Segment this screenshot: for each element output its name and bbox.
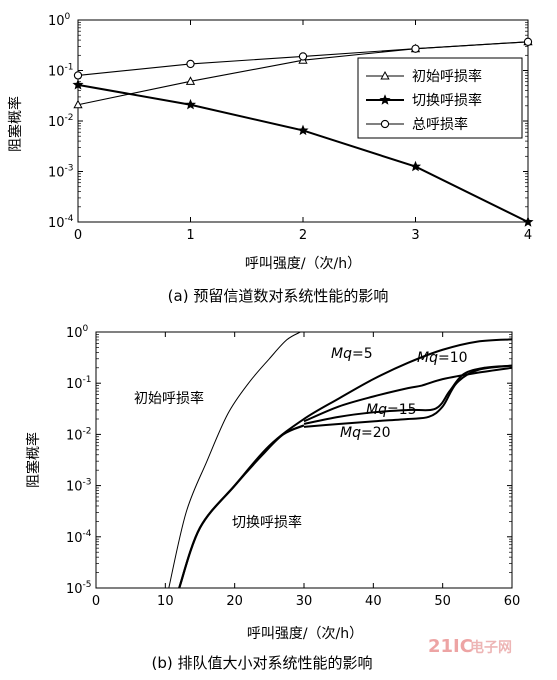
- chart-b-label-handoff: 切换呼损率: [232, 514, 302, 531]
- chart-a-point-3: [523, 37, 533, 46]
- chart-a-point-3: [73, 71, 83, 80]
- legend-marker-2: [379, 94, 391, 105]
- chart-b-ytick-label: 10-5: [66, 580, 92, 597]
- chart-a-ytick-label: 10-3: [48, 164, 74, 181]
- chart-b-plot-frame: [95, 331, 513, 589]
- legend-marker-1: [380, 70, 390, 80]
- legend-label-1: 初始呼损率: [412, 68, 482, 85]
- chart-a-point-2: [72, 79, 84, 90]
- watermark-logo: 21IC 电子网: [428, 636, 512, 657]
- chart-a-point-2: [522, 216, 534, 227]
- chart-b: 0 10 20 30 40 50 60 100 10-1 10-2 10-3 10-4 10-5 初始呼…: [25, 324, 520, 672]
- chart-a-xtick-label: 3: [411, 228, 419, 243]
- chart-b-caption: (b) 排队值大小对系统性能的影响: [152, 654, 373, 672]
- chart-a-ylabel: 阻塞概率: [7, 96, 24, 152]
- chart-b-ytick-label: 10-1: [66, 375, 92, 392]
- chart-b-curve-mq5: [178, 338, 513, 589]
- chart-b-label-initial: 初始呼损率: [134, 390, 204, 407]
- chart-a-xtick-label: 0: [74, 228, 82, 243]
- chart-a-ytick-label: 10-4: [48, 214, 74, 231]
- chart-a-xtick-label: 4: [524, 228, 532, 243]
- chart-b-xtick-label: 30: [296, 594, 313, 609]
- chart-b-ytick-label: 10-4: [66, 529, 92, 546]
- chart-b-xtick-label: 0: [92, 594, 100, 609]
- chart-b-ytick-label: 10-2: [66, 426, 92, 443]
- chart-b-label-mq5: Mq=5: [331, 346, 373, 362]
- chart-a-series: [72, 36, 534, 227]
- chart-b-xtick-label: 20: [226, 594, 243, 609]
- chart-b-label-mq15: Mq=15: [366, 402, 417, 418]
- chart-b-ticks: 0 10 20 30 40 50 60 100 10-1 10-2 10-3 10-4 10-5: [66, 324, 520, 609]
- chart-b-curve-mq15: [303, 364, 513, 425]
- chart-b-label-mq10: Mq=10: [417, 350, 468, 366]
- chart-a-ytick-label: 100: [48, 12, 71, 29]
- legend-marker-3: [380, 119, 390, 129]
- chart-a-point-2: [184, 98, 197, 110]
- chart-b-xtick-label: 60: [504, 594, 521, 609]
- chart-a-xtick-label: 2: [299, 228, 307, 243]
- chart-b-curve-initial: [168, 331, 301, 589]
- watermark-brand: 21IC: [428, 636, 473, 657]
- chart-a-point-1: [185, 76, 196, 85]
- chart-a-point-2: [297, 124, 309, 136]
- chart-a-xtick-label: 1: [186, 228, 194, 243]
- chart-a-ytick-label: 10-1: [48, 63, 74, 80]
- chart-b-xtick-label: 40: [365, 594, 382, 609]
- chart-a-caption: (a) 预留信道数对系统性能的影响: [168, 287, 389, 305]
- chart-b-curve-mq20: [303, 364, 513, 428]
- chart-a-point-3: [411, 44, 420, 53]
- chart-a-point-2: [409, 160, 422, 172]
- chart-a-point-3: [298, 52, 308, 61]
- chart-a-xlabel: 呼叫强度/（次/h）: [245, 256, 361, 272]
- chart-a-point-1: [73, 99, 83, 109]
- chart-b-label-mq20: Mq=20: [340, 425, 391, 441]
- chart-a-ticks: 0 1 2 3 4 100 10-1 10-2 10-3 10-4: [48, 12, 532, 243]
- chart-b-ytick-label: 10-3: [66, 478, 92, 495]
- chart-b-xtick-label: 10: [157, 594, 174, 609]
- chart-b-series: [168, 331, 513, 589]
- chart-b-curve-mq10: [303, 366, 513, 423]
- chart-a-point-3: [186, 59, 195, 69]
- chart-b-xtick-label: 50: [434, 594, 451, 609]
- chart-b-xlabel: 呼叫强度/（次/h）: [247, 626, 363, 642]
- chart-b-ylabel: 阻塞概率: [25, 432, 42, 488]
- chart-b-ytick-label: 100: [66, 324, 89, 341]
- legend-label-3: 总呼损率: [412, 116, 468, 133]
- chart-a-ytick-label: 10-2: [48, 113, 74, 130]
- watermark-text: 电子网: [470, 639, 512, 656]
- chart-b-curve-handoff_shared: [178, 424, 305, 589]
- legend-label-2: 切换呼损率: [412, 92, 482, 109]
